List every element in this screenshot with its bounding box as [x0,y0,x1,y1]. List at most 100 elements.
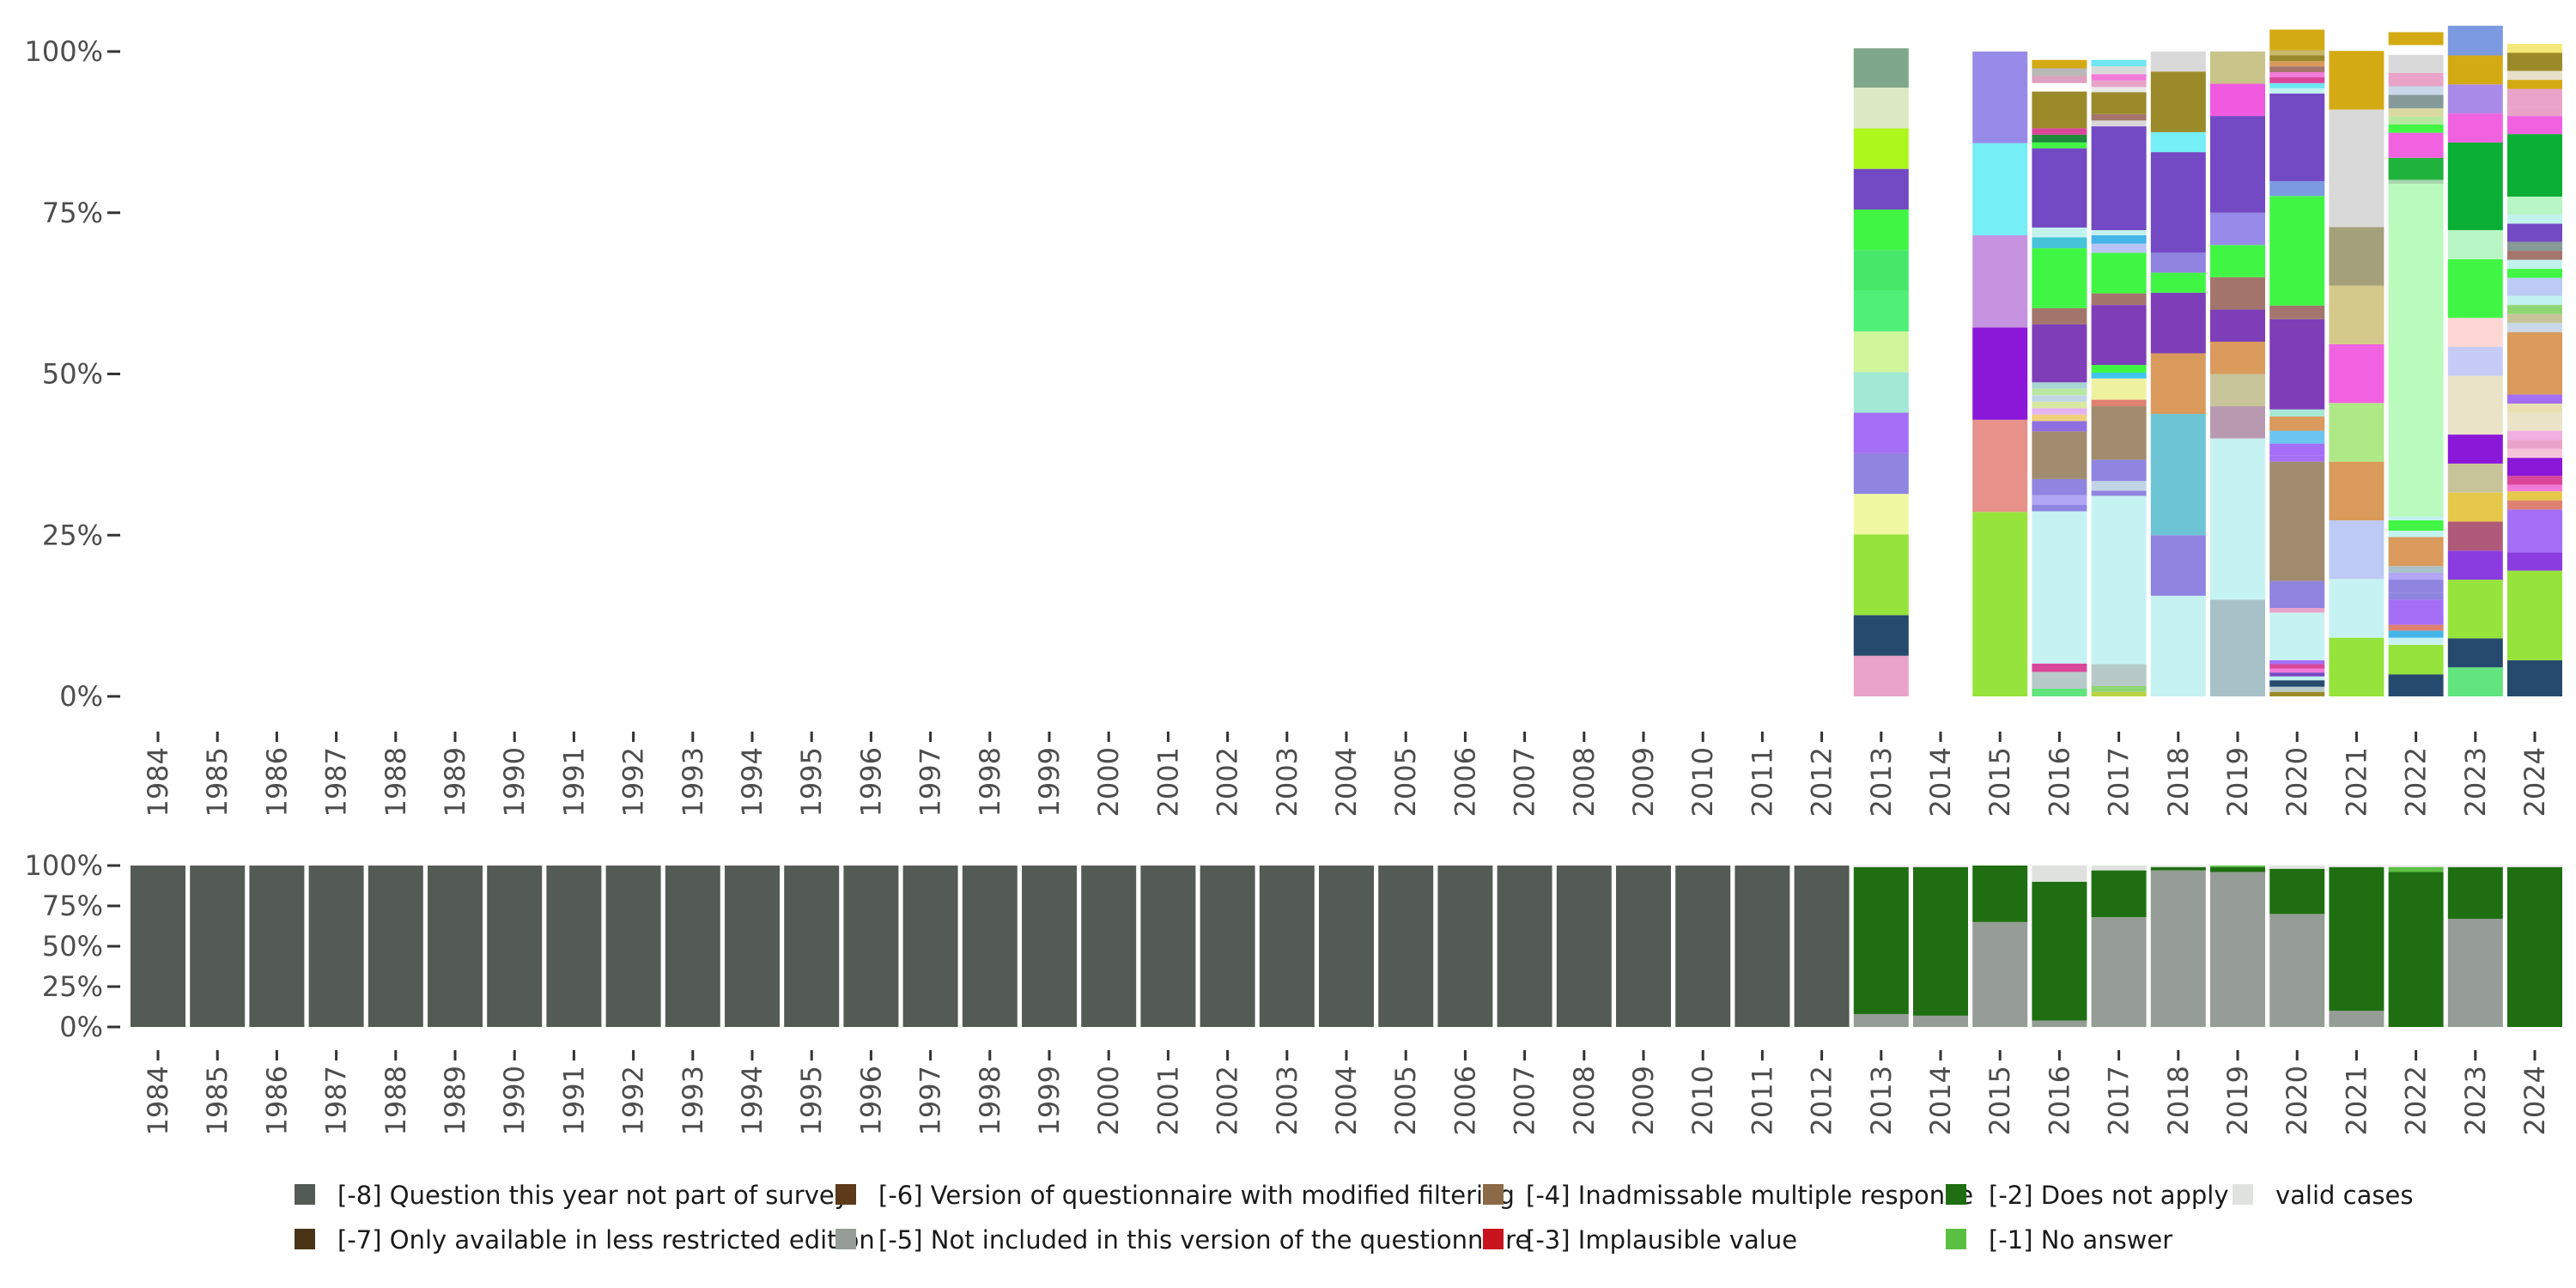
bar-segment-2021 [2329,109,2385,228]
bar-segment-2018 [2150,71,2206,132]
x-tick-label: 2011 [1746,747,1778,817]
bar-segment-2020 [2269,319,2325,410]
bar-segment-1992 [605,866,661,1027]
x-tick-label: 1997 [914,747,947,817]
bar-segment-2017 [2091,66,2147,75]
x-tick-label: 1998 [974,1066,1006,1135]
x-tick-label: 2016 [2043,1066,2075,1135]
bar-segment-1989 [428,866,483,1027]
bar-segment-2019 [2210,438,2265,600]
bar-segment-1987 [308,866,364,1027]
bar-segment-2024 [2507,448,2562,459]
x-tick-label: 1986 [260,747,293,817]
bar-segment-2016 [2032,431,2087,479]
bar-segment-2018 [2150,595,2206,696]
bar-segment-2024 [2507,277,2562,296]
x-tick-label: 1988 [380,1066,412,1135]
bar-segment-2020 [2269,866,2325,869]
x-tick-label: 2024 [2518,1066,2551,1135]
x-tick-label: 1990 [498,1066,531,1135]
bar-segment-2022 [2388,872,2444,1027]
bar-segment-2022 [2388,566,2444,573]
legend-swatch [1483,1229,1504,1249]
bar-segment-2020 [2269,82,2325,88]
bar-segment-2013 [1853,290,1909,331]
y-tick-label: 75% [42,197,103,229]
bar-segment-2016 [2032,82,2087,92]
bar-segment-2020 [2269,430,2325,444]
x-tick-label: 2000 [1092,1066,1125,1135]
y-tick-label: 25% [42,519,103,551]
bar-segment-2016 [2032,128,2087,135]
bar-segment-2024 [2507,215,2562,224]
bar-segment-2016 [2032,228,2087,238]
bar-segment-2017 [2091,235,2147,244]
x-tick-label: 2020 [2281,1066,2313,1135]
bar-segment-2023 [2447,866,2503,867]
legend-swatch [835,1229,856,1249]
bar-segment-2017 [2091,490,2147,496]
bar-segment-2011 [1735,866,1790,1027]
x-tick-label: 2001 [1151,1066,1184,1135]
bar-segment-2020 [2269,443,2325,456]
bar-segment-2017 [2091,80,2147,88]
bar-segment-1993 [665,866,720,1027]
bar-segment-2024 [2507,430,2562,440]
bar-segment-2020 [2269,455,2325,462]
bar-segment-2022 [2388,132,2444,158]
bar-segment-2013 [1853,1013,1909,1027]
y-tick-label: 50% [42,930,103,963]
bar-segment-2020 [2269,914,2325,1027]
bar-segment-1986 [249,866,305,1027]
bar-segment-2015 [1972,921,2028,1027]
x-tick-label: 1990 [498,747,531,817]
bar-segment-2016 [2032,248,2087,308]
bar-segment-2023 [2447,521,2503,551]
bar-segment-2017 [2091,870,2147,918]
x-tick-label: 2022 [2400,747,2433,817]
bar-segment-2020 [2269,612,2325,660]
bar-segment-1997 [902,866,958,1027]
bar-segment-2016 [2032,478,2087,495]
bar-segment-2013 [1853,453,1909,495]
x-tick-label: 1996 [854,1066,887,1135]
legend-label: [-7] Only available in less restricted e… [337,1225,875,1255]
bar-segment-2024 [2507,484,2562,492]
bar-segment-2013 [1853,494,1909,535]
bar-segment-2022 [2388,157,2444,180]
bar-segment-2021 [2329,285,2385,344]
bar-segment-2024 [2507,70,2562,81]
bar-segment-2018 [2150,131,2206,153]
bar-segment-2020 [2269,461,2325,581]
bar-segment-2020 [2269,668,2325,673]
bar-segment-2019 [2210,276,2265,310]
bar-segment-2012 [1794,866,1850,1027]
bar-segment-2009 [1616,866,1671,1027]
bar-segment-2017 [2091,372,2147,379]
bar-segment-2017 [2091,126,2147,231]
bar-segment-2022 [2388,45,2444,55]
x-tick-label: 2005 [1389,747,1422,817]
x-tick-label: 1995 [795,1066,828,1135]
bar-segment-2016 [2032,76,2087,83]
bar-segment-2016 [2032,881,2087,1021]
bar-segment-2018 [2150,414,2206,536]
bar-segment-2017 [2091,406,2147,460]
x-tick-label: 2015 [1984,747,2016,817]
bar-segment-2016 [2032,688,2087,696]
bar-segment-2020 [2269,608,2325,613]
x-tick-label: 2012 [1806,747,1838,817]
bar-segment-2013 [1853,866,1909,867]
bar-segment-2013 [1853,250,1909,291]
bar-segment-2013 [1853,534,1909,616]
bar-segment-2024 [2507,52,2562,71]
bar-segment-2021 [2329,461,2385,520]
bar-segment-2022 [2388,580,2444,593]
bar-segment-2016 [2032,382,2087,389]
x-tick-label: 2010 [1686,747,1719,817]
bar-segment-2017 [2091,481,2147,491]
x-tick-label: 2007 [1509,747,1541,817]
bar-segment-2021 [2329,403,2385,462]
bar-segment-2020 [2269,180,2325,197]
